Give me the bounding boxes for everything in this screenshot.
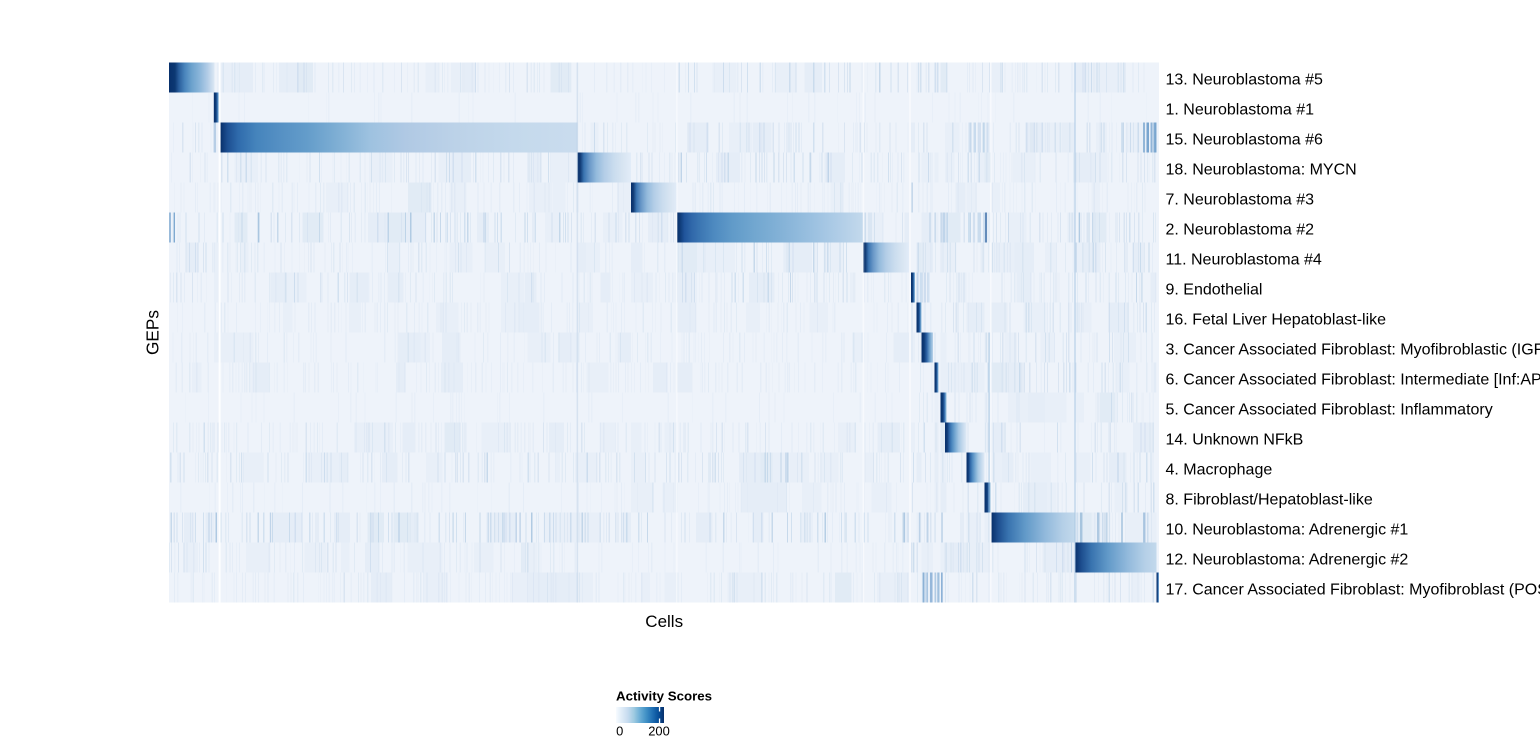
svg-text:Cells: Cells bbox=[645, 612, 683, 631]
svg-text:7. Neuroblastoma #3: 7. Neuroblastoma #3 bbox=[1166, 192, 1315, 209]
svg-text:GEPs: GEPs bbox=[142, 310, 162, 355]
svg-text:2. Neuroblastoma #2: 2. Neuroblastoma #2 bbox=[1166, 222, 1315, 239]
svg-text:3. Cancer Associated Fibroblas: 3. Cancer Associated Fibroblast: Myofibr… bbox=[1166, 342, 1540, 359]
svg-text:6. Cancer Associated Fibroblas: 6. Cancer Associated Fibroblast: Interme… bbox=[1166, 372, 1540, 389]
svg-text:200: 200 bbox=[648, 724, 670, 739]
svg-text:17. Cancer Associated Fibrobla: 17. Cancer Associated Fibroblast: Myofib… bbox=[1166, 582, 1540, 599]
svg-text:11. Neuroblastoma #4: 11. Neuroblastoma #4 bbox=[1166, 252, 1322, 269]
svg-text:1. Neuroblastoma #1: 1. Neuroblastoma #1 bbox=[1166, 102, 1315, 119]
svg-text:5. Cancer Associated Fibroblas: 5. Cancer Associated Fibroblast: Inflamm… bbox=[1166, 402, 1493, 419]
svg-text:13. Neuroblastoma #5: 13. Neuroblastoma #5 bbox=[1166, 72, 1324, 89]
svg-text:18. Neuroblastoma: MYCN: 18. Neuroblastoma: MYCN bbox=[1166, 162, 1357, 179]
svg-text:12. Neuroblastoma: Adrenergic: 12. Neuroblastoma: Adrenergic #2 bbox=[1166, 552, 1409, 569]
svg-text:0: 0 bbox=[616, 724, 623, 739]
svg-text:8. Fibroblast/Hepatoblast-like: 8. Fibroblast/Hepatoblast-like bbox=[1166, 492, 1373, 509]
svg-text:4. Macrophage: 4. Macrophage bbox=[1166, 462, 1273, 479]
svg-text:15. Neuroblastoma #6: 15. Neuroblastoma #6 bbox=[1166, 132, 1324, 149]
svg-text:9. Endothelial: 9. Endothelial bbox=[1166, 282, 1263, 299]
svg-text:Activity Scores: Activity Scores bbox=[616, 688, 712, 703]
svg-text:10. Neuroblastoma: Adrenergic: 10. Neuroblastoma: Adrenergic #1 bbox=[1166, 522, 1409, 539]
svg-text:14. Unknown NFkB: 14. Unknown NFkB bbox=[1166, 432, 1304, 449]
svg-text:16. Fetal Liver Hepatoblast-li: 16. Fetal Liver Hepatoblast-like bbox=[1166, 312, 1387, 329]
